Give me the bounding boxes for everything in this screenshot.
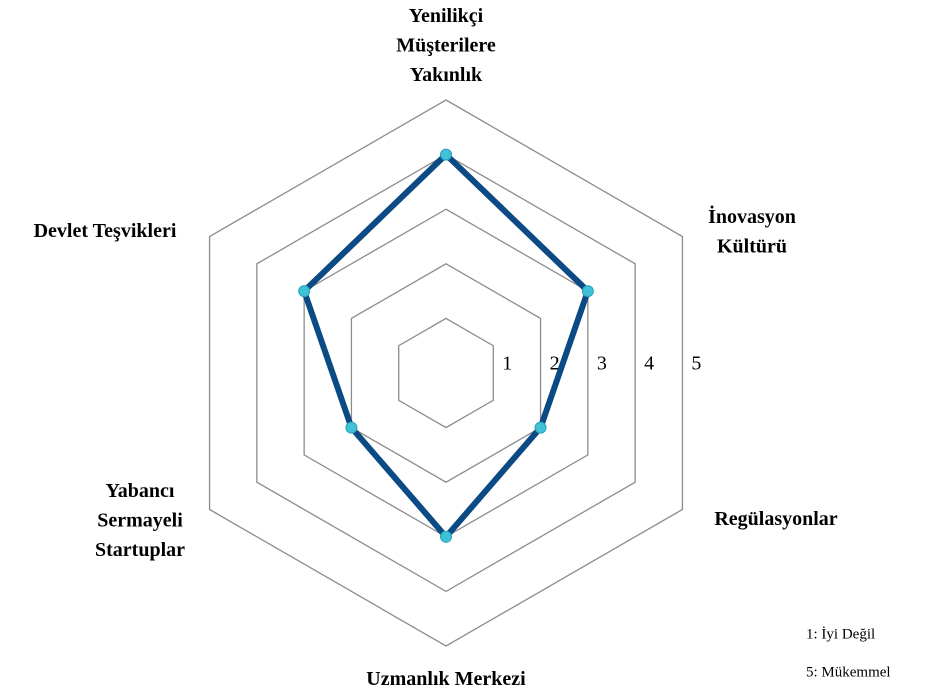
tick-label: 3 (597, 353, 607, 375)
axis-label: Yabancı Sermayeli Startuplar (95, 480, 185, 561)
data-point (440, 148, 452, 161)
axis-label-line: Startuplar (95, 539, 185, 561)
axis-label-line: Yenilikçi (409, 5, 484, 27)
grid-ring (398, 317, 494, 429)
axis-label: Devlet Teşvikleri (34, 220, 177, 242)
axis-label: İnovasyon Kültürü (708, 204, 796, 258)
axis-label-line: Regülasyonlar (714, 508, 837, 530)
axis-label: Regülasyonlar (714, 508, 837, 530)
data-point (345, 421, 358, 434)
axis-label-line: Sermayeli (97, 509, 183, 531)
axis-label-line: Müşterilere (396, 34, 496, 56)
annotation: 1: İyi Değil (806, 626, 875, 642)
grid-ring (350, 263, 542, 483)
axis-label-line: Uzmanlık Merkezi (366, 668, 526, 690)
tick-label: 4 (644, 353, 654, 375)
annotation: 5: Mükemmel (806, 664, 891, 680)
axis-label-line: Yabancı (106, 480, 175, 502)
data-point (298, 285, 311, 298)
data-point (440, 530, 452, 543)
tick-label: 1 (502, 353, 512, 375)
axis-label: Yenilikçi Müşterilere Yakınlık (396, 5, 496, 86)
grid-ring (256, 153, 636, 593)
tick-label: 5 (691, 353, 701, 375)
axis-label-line: Yakınlık (410, 64, 483, 86)
grid-ring (303, 208, 589, 538)
data-point (581, 285, 594, 298)
axis-label-line: Kültürü (717, 235, 787, 257)
axis-label-line: İnovasyon (708, 204, 796, 228)
tick-label: 2 (550, 353, 560, 375)
data-point (534, 421, 547, 434)
axis-label-line: Devlet Teşvikleri (34, 220, 177, 242)
grid-ring (208, 99, 684, 647)
axis-label: Uzmanlık Merkezi (366, 668, 526, 690)
